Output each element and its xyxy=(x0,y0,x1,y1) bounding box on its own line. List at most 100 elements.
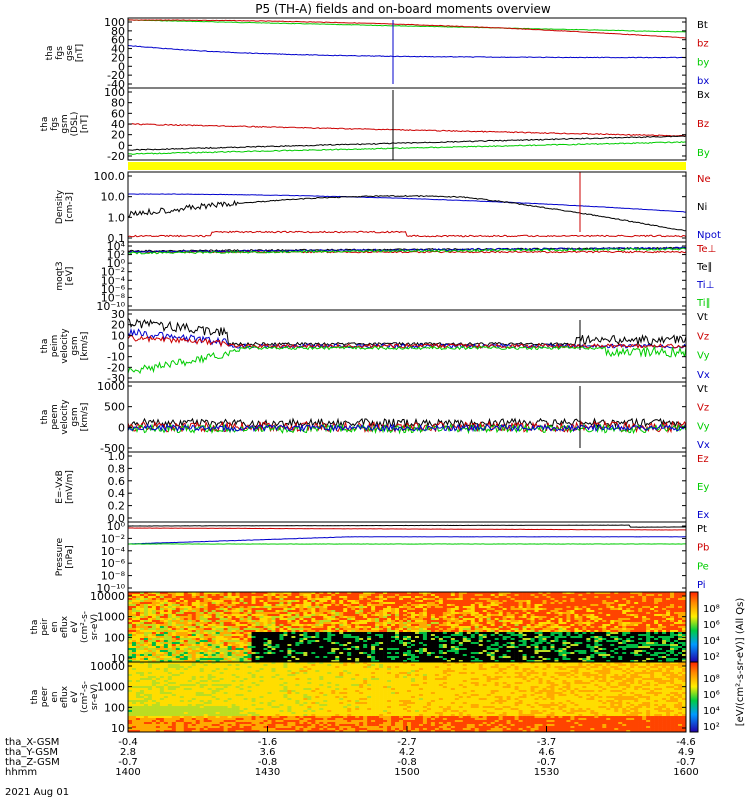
ytick-label: 10 xyxy=(111,722,125,735)
ylabel-line: eV xyxy=(70,690,80,703)
ytick-label: 10000 xyxy=(90,590,125,603)
ytick-label: -20 xyxy=(107,361,125,374)
legend-Npot: Npot xyxy=(697,230,721,241)
ylabel-fgs-gsm: tha fgs gsm (DSL) [nT] xyxy=(40,112,90,137)
ytick-label: 10⁻² xyxy=(101,266,125,279)
xaxis-value: -0.8 xyxy=(397,757,417,768)
ytick-label: 1.0 xyxy=(108,450,126,463)
ylabel-line: [eV] xyxy=(65,267,75,286)
legend-Vy: Vy xyxy=(697,421,710,432)
xaxis-value: 4.9 xyxy=(678,747,694,758)
xaxis-value: 1430 xyxy=(255,767,280,778)
ytick-label: -10 xyxy=(107,351,125,364)
ylabel-line: peer xyxy=(40,686,50,707)
ylabel-line: velocity xyxy=(60,399,70,435)
ylabel-line: peem xyxy=(50,404,60,430)
ylabel-density: Density [cm-3] xyxy=(55,189,75,224)
ylabel-fgs-gse: tha fgs gse [nT] xyxy=(45,44,85,62)
series-Ne xyxy=(128,230,686,238)
ylabel-line: (cm²-s- xyxy=(80,611,90,643)
colorbar-tick: 10⁴ xyxy=(703,636,720,647)
colorbar-lower xyxy=(689,661,699,733)
ytick-label: 100 xyxy=(104,86,125,99)
series-Vt xyxy=(128,417,686,429)
ylabel-line: en xyxy=(50,621,60,632)
xaxis-value: 3.6 xyxy=(260,747,276,758)
legend-Vx: Vx xyxy=(697,370,710,381)
legend-Pe: Pe xyxy=(697,561,709,572)
ylabel-peim-velocity: tha peim velocity gsm [km/s] xyxy=(40,328,90,364)
xaxis-value: 4.2 xyxy=(399,747,415,758)
panel-data-density xyxy=(128,172,686,238)
legend-Bt: Bt xyxy=(697,20,708,31)
ytick-label: 1000 xyxy=(97,380,125,393)
panel-efield: 1.00.80.60.40.20.0 E=-VxB [mV/m] Ez Ey Ex xyxy=(55,450,709,525)
ylabel-line: (cm²-s- xyxy=(80,681,90,713)
ytick-label: 80 xyxy=(111,97,125,110)
ylabel-line: eV xyxy=(70,620,80,633)
ylabel-peir-eflux: tha peir en eflux eV (cm²-s-sr-eV) xyxy=(30,611,100,643)
panel-frame xyxy=(127,381,687,453)
legend-Ti⊥: Ti⊥ xyxy=(696,280,714,291)
series-Vz xyxy=(128,334,686,349)
series-Bx xyxy=(128,135,686,151)
ylabel-line: [cm-3] xyxy=(65,192,75,222)
legend-By: By xyxy=(697,148,710,159)
ytick-label: -500 xyxy=(100,442,125,455)
ytick-label: 1.0 xyxy=(108,211,126,224)
ylabel-line: (DSL) xyxy=(70,112,80,137)
legend-Te⊥: Te⊥ xyxy=(696,244,716,255)
date-label: 2021 Aug 01 xyxy=(5,787,69,798)
ylabel-line: [km/s] xyxy=(80,332,90,361)
ytick-label: -40 xyxy=(107,78,125,91)
ylabel-line: tha xyxy=(40,410,50,425)
series-by xyxy=(128,19,686,33)
legend-Vt: Vt xyxy=(697,384,708,395)
xaxis-value: -0.7 xyxy=(676,757,696,768)
xaxis-value: 2.8 xyxy=(120,747,136,758)
panel-data-peim-velocity xyxy=(128,317,686,375)
ytick-label: 40 xyxy=(111,43,125,56)
legend-bz: bz xyxy=(697,39,709,50)
ytick-label: 10² xyxy=(107,249,125,262)
ylabel-line: peir xyxy=(40,618,50,636)
ylabel-line: sr-eV) xyxy=(90,684,100,710)
panel-peir-eflux: 10000 1000 100 10 tha peir en eflux eV (cm²-s-sr-… xyxy=(30,590,687,665)
panel-peer-eflux: 10000 1000 100 10 tha peer en eflux eV (cm²-s-sr-… xyxy=(30,660,687,735)
legend-by: by xyxy=(697,57,709,68)
ylabel-line: en xyxy=(50,691,60,702)
xaxis-value: -0.7 xyxy=(537,757,557,768)
panel-data-peem-velocity xyxy=(128,386,686,448)
ylabel-line: peim xyxy=(50,335,60,358)
ytick-label: 0.8 xyxy=(108,462,126,475)
series-Vx xyxy=(128,423,686,433)
legend-bx: bx xyxy=(697,76,709,87)
series-Ni xyxy=(128,194,686,232)
plot-title: P5 (TH-A) fields and on-board moments ov… xyxy=(255,2,551,16)
colorbar-tick: 10⁶ xyxy=(703,620,720,631)
legend-Bz: Bz xyxy=(697,119,709,130)
colorbar-tick: 10⁴ xyxy=(703,706,720,717)
ytick-label: 500 xyxy=(104,401,125,414)
ylabel-line: Density xyxy=(55,189,65,224)
ytick-label: 0.0 xyxy=(108,512,126,525)
xaxis-row-label: tha_X-GSM xyxy=(5,737,59,748)
ytick-label: 10 xyxy=(111,329,125,342)
ytick-label: 10.0 xyxy=(101,191,126,204)
ylabel-pressure: Pressure [nPa] xyxy=(55,537,75,576)
series-Vt xyxy=(128,317,686,347)
ytick-label: 10⁻⁶ xyxy=(101,283,126,296)
xaxis-row-label: hhmm xyxy=(5,767,37,778)
ytick-label: 100 xyxy=(104,16,125,29)
panel-data-peir-eflux xyxy=(128,592,686,662)
ylabel-line: fgs xyxy=(50,117,60,131)
ytick-label: 0 xyxy=(118,60,125,73)
xaxis-row-label: tha_Y-GSM xyxy=(5,747,58,758)
panel-data-fgs-gsm xyxy=(128,90,686,160)
xaxis-value: 1600 xyxy=(673,767,698,778)
